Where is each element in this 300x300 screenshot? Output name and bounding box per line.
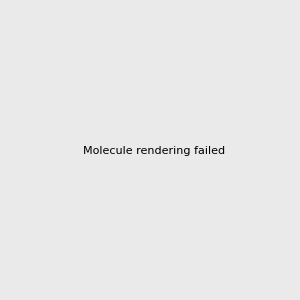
Text: Molecule rendering failed: Molecule rendering failed bbox=[83, 146, 225, 157]
